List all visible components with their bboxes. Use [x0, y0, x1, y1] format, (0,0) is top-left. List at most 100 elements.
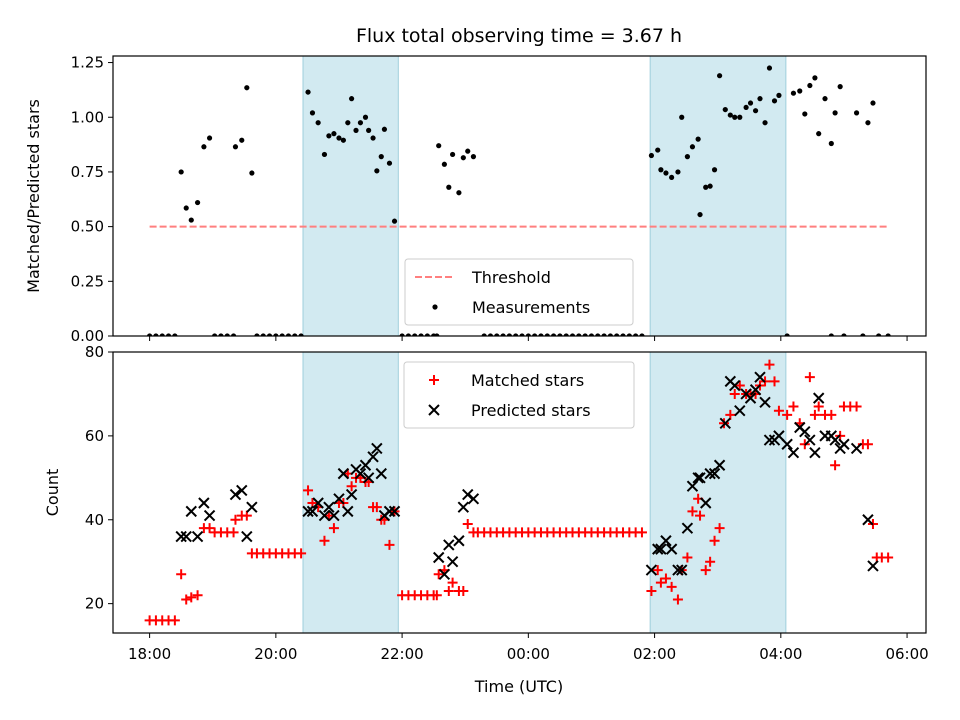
matched-stars-point [826, 409, 837, 420]
predicted-stars-point [708, 467, 721, 480]
shaded-interval-1 [649, 55, 787, 337]
measurements-point [737, 114, 743, 120]
matched-stars-point [241, 510, 252, 521]
predicted-stars-point [763, 434, 776, 446]
measurements-point [828, 333, 834, 336]
measurements-point [797, 88, 803, 94]
measurements-point [841, 333, 847, 336]
x-axis-label: Time (UTC) [474, 677, 563, 696]
measurements-point [538, 333, 544, 336]
measurements-point [348, 96, 355, 102]
predicted-stars-point [799, 425, 811, 438]
matched-stars-point [804, 372, 815, 383]
matched-stars-point [431, 590, 442, 601]
predicted-stars-point [457, 501, 470, 513]
matched-stars-point [666, 581, 677, 592]
measurements-point [752, 108, 759, 114]
predicted-stars-point [246, 501, 258, 513]
measurements-point [513, 333, 519, 336]
measurements-point [165, 333, 172, 336]
measurements-point [663, 170, 669, 176]
matched-stars-point [371, 502, 382, 513]
predicted-stars-point [318, 509, 331, 522]
predicted-stars-point [180, 530, 192, 543]
matched-stars-point [725, 409, 736, 420]
measurements-point [816, 131, 822, 137]
measurements-point [321, 151, 328, 158]
measurements-point [865, 120, 871, 126]
matched-stars-point [660, 573, 671, 584]
measurements-point [292, 333, 298, 336]
predicted-stars-point [446, 555, 459, 568]
matched-stars-point [682, 552, 693, 563]
measurements-point [487, 333, 494, 336]
matched-stars-point [709, 535, 720, 546]
measurements-point [441, 161, 447, 167]
measurements-point [412, 333, 418, 336]
measurements-point [582, 333, 588, 336]
measurements-point [391, 218, 398, 224]
measurements-point [500, 333, 506, 336]
measurements-point [456, 190, 462, 196]
matched-stars-point [443, 586, 454, 597]
predicted-stars-point [867, 560, 879, 572]
measurements-point [557, 333, 563, 336]
measurements-point [172, 333, 178, 336]
matched-stars-point [636, 527, 647, 538]
measurements-point [525, 333, 531, 336]
measurements-point [331, 131, 337, 137]
measurements-point [460, 155, 466, 161]
legend-label: Predicted stars [471, 401, 591, 420]
measurements-point [481, 333, 487, 336]
chart-title: Flux total observing time = 3.67 h [356, 25, 682, 47]
measurements-point [244, 85, 250, 91]
measurements-point [218, 333, 224, 336]
measurements-point [757, 96, 763, 102]
predicted-stars-point [337, 467, 350, 480]
measurements-point [194, 199, 201, 206]
legend-label: Matched stars [471, 371, 584, 390]
y-tick-label: 1.00 [71, 108, 104, 126]
measurements-point [309, 110, 316, 116]
predicted-stars-point [781, 438, 793, 450]
measurements-point [876, 333, 882, 336]
measurements-point [784, 333, 790, 336]
measurements-point [607, 333, 613, 336]
measurements-point [465, 148, 471, 154]
predicted-stars-point [838, 438, 850, 450]
measurements-point [470, 154, 477, 160]
y-tick-label: 0.25 [71, 272, 104, 290]
measurements-point [648, 152, 655, 159]
measurements-point [315, 120, 321, 126]
matched-stars-point [204, 523, 215, 534]
measurements-point [366, 127, 372, 133]
panel-ratio: 0.00 0.25 0.50 0.75 1.00 1.25 Matched/Predicte… [24, 54, 927, 345]
predicted-stars-point [699, 497, 712, 509]
x-tick-label: 18:00 [128, 645, 171, 663]
predicted-stars-point [862, 514, 874, 526]
y-axis-label: Matched/Predicted stars [24, 99, 43, 293]
x-tick-label: 02:00 [633, 645, 676, 663]
measurements-point [224, 333, 230, 336]
predicted-stars-point [354, 467, 367, 480]
matched-stars-point [830, 460, 841, 471]
matched-stars-point [181, 594, 192, 605]
y-tick-label: 0.50 [71, 218, 104, 236]
matched-stars-point [384, 539, 395, 550]
measurements-point [353, 127, 359, 133]
measurements-point [532, 333, 538, 336]
measurements-point [762, 120, 768, 126]
matched-stars-point [462, 518, 473, 529]
predicted-stars-point [704, 467, 716, 480]
measurements-point [807, 82, 813, 89]
matched-stars-point [346, 481, 357, 492]
measurements-point [633, 333, 639, 336]
measurements-point [340, 137, 346, 143]
predicted-stars-point [198, 497, 210, 509]
predicted-stars-point [362, 472, 375, 484]
matched-stars-point [705, 556, 716, 567]
predicted-stars-point [692, 472, 704, 484]
measurements-point [178, 169, 184, 175]
measurements-point [345, 120, 351, 126]
